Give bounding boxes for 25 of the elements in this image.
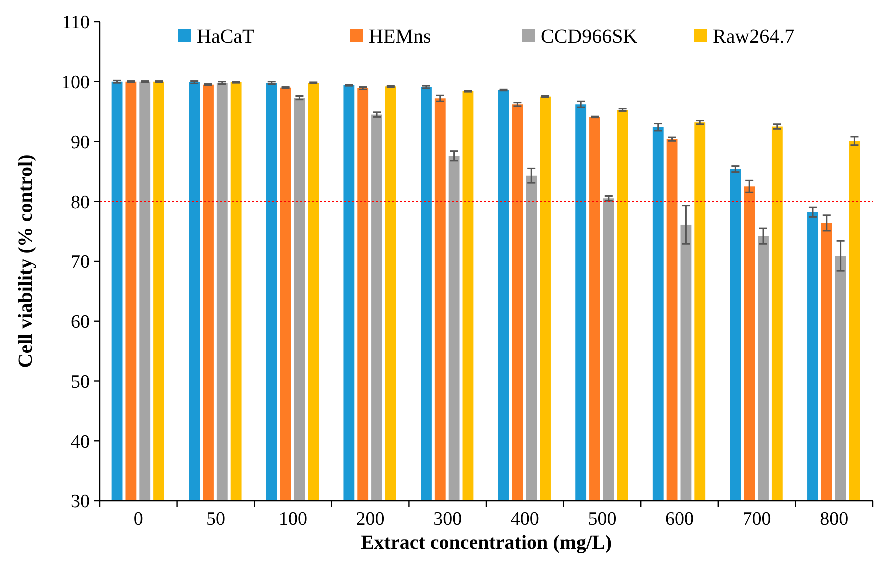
x-tick-label: 50 [206, 509, 226, 530]
y-tick-label: 30 [71, 492, 90, 513]
x-axis-title: Extract concentration (mg/L) [360, 532, 612, 554]
x-tick-label: 700 [742, 509, 772, 530]
x-tick-label: 400 [510, 509, 540, 530]
y-axis-title: Cell viability (% control) [15, 154, 37, 368]
y-tick-label: 40 [71, 432, 90, 453]
y-tick-label: 70 [71, 252, 90, 274]
x-tick-label: 100 [279, 509, 308, 530]
x-tick-label: 600 [666, 509, 694, 530]
y-tick-label: 100 [62, 72, 90, 94]
legend-label: HaCaT [197, 26, 255, 48]
y-tick-label: 80 [71, 192, 90, 214]
y-tick-label: 110 [62, 12, 90, 34]
legend-label: Raw264.7 [713, 26, 795, 48]
legend-label: CCD966SK [541, 26, 638, 48]
y-tick-label: 60 [71, 312, 90, 334]
x-tick-label: 500 [588, 509, 617, 530]
x-tick-label: 300 [434, 509, 462, 530]
x-tick-label: 800 [820, 509, 849, 530]
legend-label: HEMns [369, 26, 432, 48]
y-tick-label: 90 [71, 132, 90, 154]
y-tick-label: 50 [71, 372, 90, 393]
x-tick-label: 0 [134, 509, 144, 530]
x-tick-label: 200 [356, 509, 385, 530]
